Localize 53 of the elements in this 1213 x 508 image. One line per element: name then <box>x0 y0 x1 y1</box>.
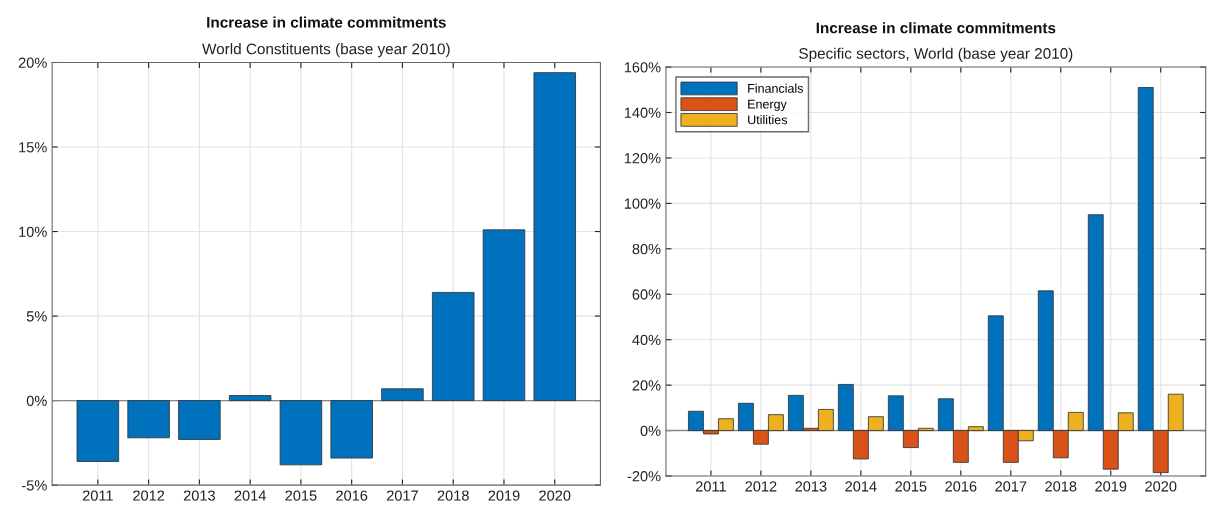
x-tick-label: 2012 <box>745 481 777 492</box>
y-tick-label: 0% <box>640 425 661 436</box>
y-tick-label: 5% <box>26 311 47 322</box>
x-tick-label: 2017 <box>995 481 1027 492</box>
x-tick-label: 2019 <box>1095 481 1127 492</box>
bar <box>533 72 576 402</box>
x-tick-label: 2012 <box>133 490 165 501</box>
x-tick-label: 2013 <box>795 481 827 492</box>
x-tick-label: 2016 <box>336 490 368 501</box>
x-tick-label: 2015 <box>895 481 927 492</box>
chart-title: Increase in climate commitments <box>207 16 446 28</box>
x-tick-label: 2015 <box>285 490 317 501</box>
y-tick-label: 40% <box>632 334 661 346</box>
bar <box>228 395 272 402</box>
x-tick-label: 2020 <box>539 490 571 501</box>
y-tick-label: 20% <box>632 380 661 391</box>
chart-title: Increase in climate commitments <box>816 22 1056 34</box>
y-tick-label: 0% <box>26 395 47 407</box>
bar <box>178 400 221 440</box>
bar <box>482 229 526 402</box>
y-tick-label: 60% <box>632 289 661 300</box>
bar <box>330 400 373 459</box>
bar <box>279 400 323 466</box>
y-tick-label: 10% <box>19 226 47 237</box>
x-tick-label: 2011 <box>82 490 113 501</box>
y-tick-label: 120% <box>624 153 661 164</box>
x-tick-label: 2018 <box>437 490 469 501</box>
legend-label: Financials <box>748 83 804 93</box>
x-tick-label: 2014 <box>234 490 266 501</box>
y-tick-label: 160% <box>624 62 661 73</box>
bar <box>431 291 475 402</box>
bar <box>127 400 170 439</box>
y-tick-label: -20% <box>627 471 661 482</box>
y-tick-label: 100% <box>624 198 661 209</box>
legend-label: Energy <box>748 99 787 111</box>
bar <box>381 388 424 402</box>
x-tick-label: 2019 <box>488 490 520 501</box>
x-tick-label: 2013 <box>183 490 215 501</box>
y-tick-label: 20% <box>18 57 47 68</box>
x-tick-label: 2014 <box>845 481 877 492</box>
y-tick-label: 140% <box>624 107 661 118</box>
chart-subtitle: World Constituents (base year 2010) <box>202 43 450 58</box>
x-tick-label: 2017 <box>386 490 418 501</box>
bar <box>76 400 120 462</box>
y-tick-label: 15% <box>19 142 47 153</box>
y-tick-label: -5% <box>22 480 47 491</box>
x-tick-label: 2020 <box>1145 481 1177 492</box>
x-tick-label: 2018 <box>1045 481 1077 492</box>
x-tick-label: 2016 <box>945 481 977 492</box>
legend-label: Utilities <box>748 115 788 125</box>
chart-subtitle: Specific sectors, World (base year 2010) <box>799 47 1073 62</box>
y-tick-label: 80% <box>632 243 661 255</box>
x-tick-label: 2011 <box>695 481 726 492</box>
